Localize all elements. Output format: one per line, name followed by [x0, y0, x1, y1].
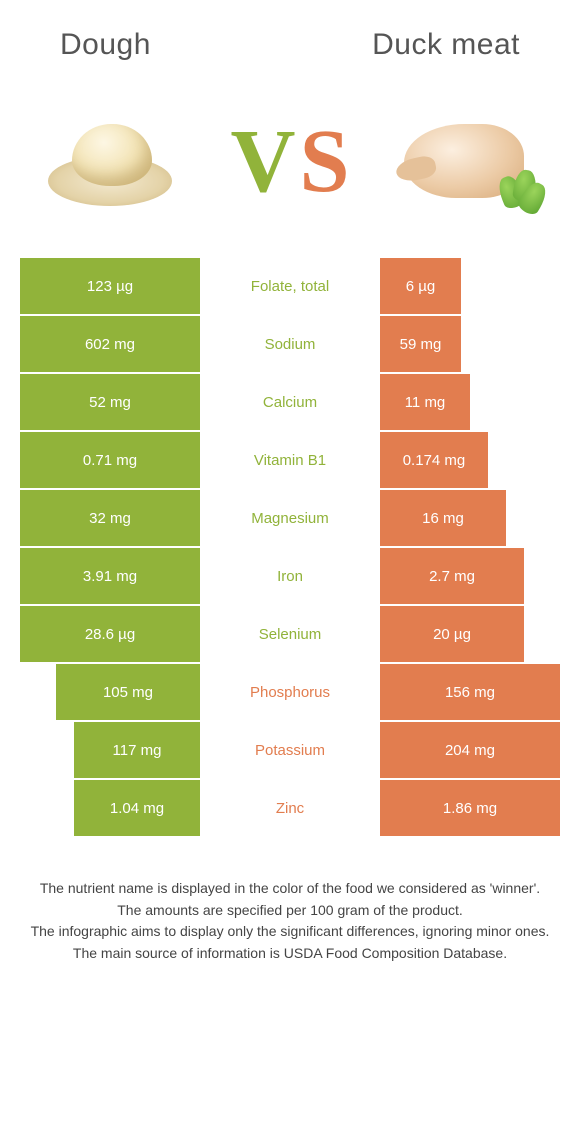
right-value: 59 mg: [380, 316, 461, 372]
nutrient-label: Iron: [200, 548, 380, 604]
left-value: 28.6 µg: [20, 606, 200, 662]
right-value: 1.86 mg: [380, 780, 560, 836]
nutrient-label: Phosphorus: [200, 664, 380, 720]
nutrient-label: Calcium: [200, 374, 380, 430]
footnote-line: The amounts are specified per 100 gram o…: [26, 900, 554, 922]
table-row: 117 mgPotassium204 mg: [20, 722, 560, 778]
table-row: 52 mgCalcium11 mg: [20, 374, 560, 430]
duck-image: [390, 102, 550, 222]
table-row: 1.04 mgZinc1.86 mg: [20, 780, 560, 836]
right-value: 2.7 mg: [380, 548, 524, 604]
right-value: 156 mg: [380, 664, 560, 720]
table-row: 3.91 mgIron2.7 mg: [20, 548, 560, 604]
left-value: 32 mg: [20, 490, 200, 546]
left-value: 0.71 mg: [20, 432, 200, 488]
left-value: 3.91 mg: [20, 548, 200, 604]
right-value: 0.174 mg: [380, 432, 488, 488]
left-value: 105 mg: [56, 664, 200, 720]
nutrient-label: Magnesium: [200, 490, 380, 546]
footnote-line: The nutrient name is displayed in the co…: [26, 878, 554, 900]
footnote-line: The infographic aims to display only the…: [26, 921, 554, 943]
table-row: 105 mgPhosphorus156 mg: [20, 664, 560, 720]
title-right: Duck meat: [372, 28, 520, 62]
nutrient-label: Sodium: [200, 316, 380, 372]
footnote-line: The main source of information is USDA F…: [26, 943, 554, 965]
comparison-table: 123 µgFolate, total6 µg602 mgSodium59 mg…: [20, 258, 560, 836]
nutrient-label: Vitamin B1: [200, 432, 380, 488]
nutrient-label: Zinc: [200, 780, 380, 836]
right-value: 11 mg: [380, 374, 470, 430]
hero-row: V S: [20, 102, 560, 258]
header: Dough Duck meat: [20, 28, 560, 62]
vs-s: S: [299, 117, 349, 207]
table-row: 0.71 mgVitamin B10.174 mg: [20, 432, 560, 488]
left-value: 602 mg: [20, 316, 200, 372]
nutrient-label: Folate, total: [200, 258, 380, 314]
right-value: 204 mg: [380, 722, 560, 778]
right-value: 16 mg: [380, 490, 506, 546]
table-row: 602 mgSodium59 mg: [20, 316, 560, 372]
table-row: 32 mgMagnesium16 mg: [20, 490, 560, 546]
title-left: Dough: [60, 28, 151, 62]
vs-v: V: [230, 117, 295, 207]
left-value: 123 µg: [20, 258, 200, 314]
left-value: 52 mg: [20, 374, 200, 430]
left-value: 117 mg: [74, 722, 200, 778]
left-value: 1.04 mg: [74, 780, 200, 836]
right-value: 6 µg: [380, 258, 461, 314]
nutrient-label: Selenium: [200, 606, 380, 662]
vs-label: V S: [230, 117, 349, 207]
right-value: 20 µg: [380, 606, 524, 662]
footnote: The nutrient name is displayed in the co…: [20, 878, 560, 965]
nutrient-label: Potassium: [200, 722, 380, 778]
table-row: 123 µgFolate, total6 µg: [20, 258, 560, 314]
dough-image: [30, 102, 190, 222]
table-row: 28.6 µgSelenium20 µg: [20, 606, 560, 662]
